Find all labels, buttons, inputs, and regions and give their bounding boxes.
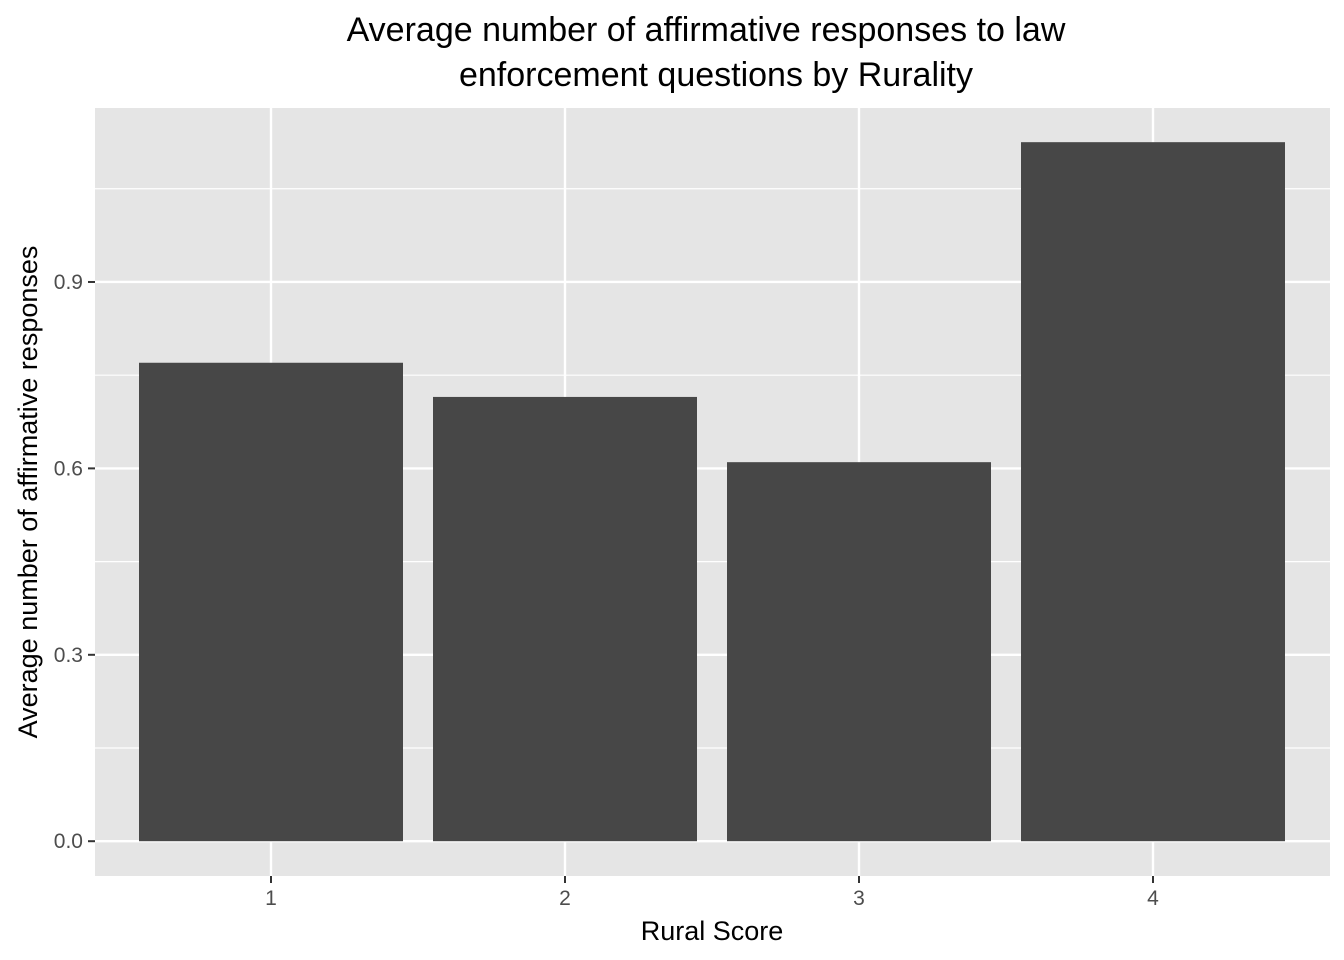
x-axis-title: Rural Score xyxy=(641,916,784,946)
y-axis-title: Average number of affirmative responses xyxy=(13,246,43,739)
y-tick-label-2: 0.6 xyxy=(54,457,83,480)
chart-title-line-2: enforcement questions by Rurality xyxy=(459,56,973,94)
y-axis: 0.0 0.3 0.6 0.9 xyxy=(54,271,95,853)
chart-title-line-1: Average number of affirmative responses … xyxy=(347,11,1066,49)
bar-2 xyxy=(433,396,697,842)
x-tick-label-1: 2 xyxy=(559,887,571,910)
bar-1 xyxy=(139,362,403,842)
x-axis: 1 2 3 4 xyxy=(265,876,1159,910)
x-tick-label-3: 4 xyxy=(1147,887,1159,910)
bars xyxy=(139,142,1285,842)
x-tick-label-2: 3 xyxy=(853,887,865,910)
bar-4 xyxy=(1021,142,1285,842)
y-tick-label-3: 0.9 xyxy=(54,271,83,294)
bar-3 xyxy=(727,462,991,842)
x-tick-label-0: 1 xyxy=(265,887,277,910)
y-tick-label-1: 0.3 xyxy=(54,644,83,667)
y-tick-label-0: 0.0 xyxy=(54,830,83,853)
